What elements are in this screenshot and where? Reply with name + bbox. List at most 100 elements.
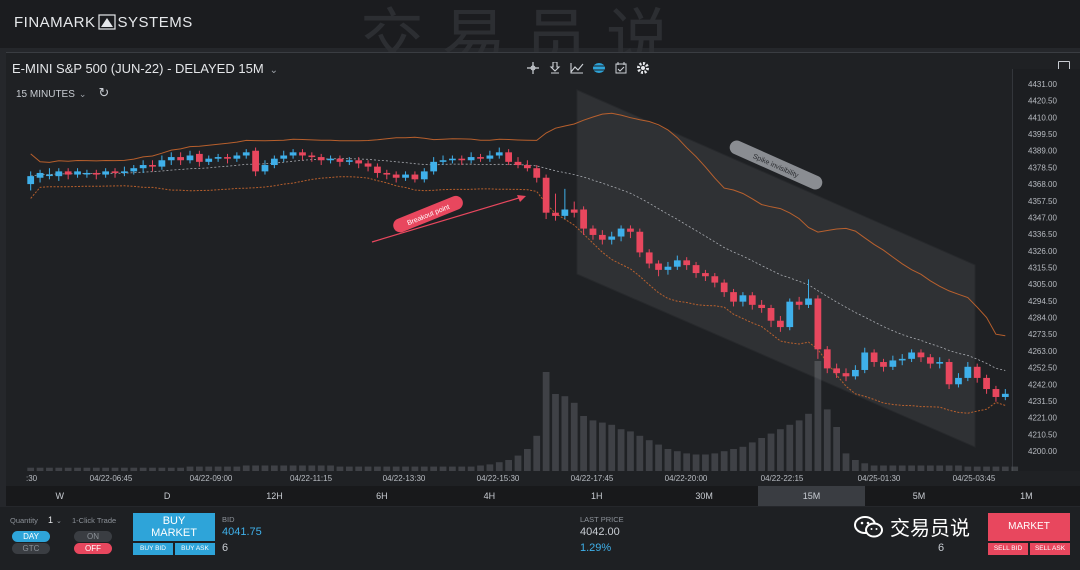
volume-bar [833, 427, 841, 471]
volume-bar [608, 424, 616, 471]
volume-bar [702, 454, 709, 471]
candle-body [758, 304, 766, 309]
timeframe-d[interactable]: D [163, 491, 171, 501]
volume-bar [880, 465, 887, 471]
candle-body [289, 152, 297, 156]
gear-icon[interactable] [636, 61, 650, 75]
quantity-select[interactable]: 1 ⌄ [48, 515, 66, 526]
timeframe-1h[interactable]: 1H [590, 491, 603, 501]
y-tick-label: 4389.00 [1028, 147, 1057, 156]
volume-bar [851, 460, 859, 471]
candle-body [636, 231, 644, 253]
wechat-icon [854, 515, 884, 539]
candle-body [964, 366, 972, 378]
volume-bar [589, 420, 597, 471]
buy-ask-button[interactable]: BUY ASK [175, 543, 215, 555]
volume-bar [720, 451, 728, 471]
volume-bar [1001, 466, 1009, 471]
candle-body [449, 158, 456, 161]
volume-bar [36, 467, 44, 471]
x-tick-label: :30 [26, 474, 38, 483]
candle-body [64, 171, 72, 175]
timeframe-w[interactable]: W [55, 491, 64, 501]
candle-body [983, 377, 990, 390]
sell-market-button[interactable]: MARKET [988, 513, 1070, 541]
volume-bar [570, 402, 578, 471]
y-tick-label: 4357.50 [1028, 197, 1057, 206]
volume-bar [224, 466, 231, 471]
volume-bar [505, 460, 513, 471]
one-click-on[interactable]: ON [74, 531, 112, 542]
volume-bar [449, 466, 456, 471]
candle-body [692, 265, 700, 274]
candle-body [992, 389, 1000, 397]
timeframe-5m[interactable]: 5M [912, 491, 926, 501]
marker-icon[interactable] [548, 61, 562, 75]
bid-size: 6 [222, 542, 229, 554]
timeframe-6h[interactable]: 6H [376, 491, 388, 501]
volume-bar [308, 465, 316, 471]
one-click-off[interactable]: OFF [74, 543, 112, 554]
buy-market-button[interactable]: BUY MARKET [133, 513, 215, 541]
timeframe-15m[interactable]: 15M [757, 486, 866, 506]
volume-bar [664, 449, 672, 471]
symbol-selector[interactable]: E-MINI S&P 500 (JUN-22) - DELAYED 15M ⌄ [12, 61, 278, 76]
candle-body [842, 373, 850, 377]
market-label: MARKET [151, 527, 197, 539]
candle-body [973, 366, 981, 378]
volume-bar [777, 429, 784, 471]
chart-panel[interactable]: E-MINI S&P 500 (JUN-22) - DELAYED 15M ⌄ 1… [6, 52, 1080, 486]
candle-body [177, 157, 185, 161]
tif-gtc-toggle[interactable]: GTC [12, 543, 50, 554]
breakout-label-bg [393, 195, 463, 233]
refresh-icon[interactable]: ↻ [98, 85, 110, 100]
volume-bar [233, 466, 241, 471]
timeframe-12h[interactable]: 12H [266, 491, 283, 501]
y-tick-label: 4210.50 [1028, 430, 1057, 439]
candle-body [627, 228, 634, 232]
volume-bar [692, 454, 700, 471]
volume-bar [598, 422, 606, 471]
volume-bar [374, 466, 381, 471]
price-axis [1012, 69, 1080, 471]
volume-bar [121, 467, 128, 471]
volume-bar [130, 467, 138, 471]
candle-body [767, 308, 775, 321]
volume-bar [111, 467, 119, 471]
volume-bar [214, 466, 222, 471]
candle-body [27, 176, 35, 185]
last-price-value: 4042.00 [580, 526, 620, 538]
chevron-down-icon: ⌄ [269, 65, 279, 76]
volume-bar [430, 466, 438, 471]
candle-body [505, 152, 513, 162]
volume-bar [242, 465, 250, 471]
timeframe-4h[interactable]: 4H [483, 491, 496, 501]
sell-bid-button[interactable]: SELL BID [988, 543, 1028, 555]
indicator-icon[interactable] [570, 61, 584, 75]
timeframe-1m[interactable]: 1M [1020, 491, 1033, 501]
candle-body [748, 295, 756, 305]
candle-body [880, 362, 887, 367]
volume-bar [992, 466, 1000, 471]
layers-icon[interactable] [592, 61, 606, 75]
y-tick-label: 4410.00 [1028, 113, 1057, 122]
crosshair-icon[interactable] [526, 61, 540, 75]
candle-body [205, 158, 213, 162]
volume-bar [523, 449, 531, 471]
candle-body [889, 360, 897, 367]
timeframe-30m[interactable]: 30M [695, 491, 713, 501]
candle-body [402, 174, 409, 178]
candle-body [851, 369, 859, 377]
candle-body [645, 252, 653, 264]
volume-bar [561, 396, 569, 471]
interval-selector[interactable]: 15 MINUTES ⌄ ↻ [16, 85, 109, 101]
volume-bar [420, 466, 428, 471]
calendar-icon[interactable] [614, 61, 628, 75]
volume-bar [486, 464, 494, 471]
buy-bid-button[interactable]: BUY BID [133, 543, 173, 555]
candle-body [55, 171, 63, 177]
price-chart[interactable]: 4431.00 4420.50 4410.00 4399.50 4389.00 4378.… [6, 53, 1080, 487]
tif-day-toggle[interactable]: DAY [12, 531, 50, 542]
trend-channel [576, 89, 976, 448]
sell-ask-button[interactable]: SELL ASK [1030, 543, 1070, 555]
